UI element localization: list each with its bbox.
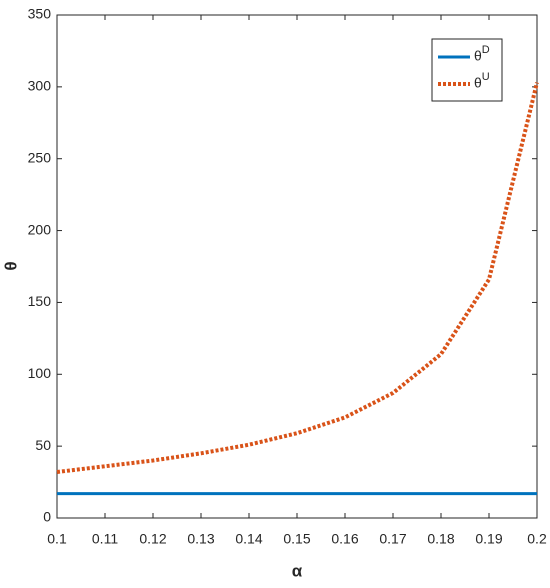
y-tick-label: 150	[28, 293, 52, 309]
x-tick-label: 0.2	[527, 531, 547, 547]
x-tick-label: 0.16	[331, 531, 358, 547]
x-axis-title: α	[292, 561, 303, 580]
y-tick-label: 350	[28, 6, 52, 22]
x-tick-label: 0.14	[235, 531, 262, 547]
x-tick-label: 0.18	[427, 531, 454, 547]
x-tick-label: 0.11	[92, 531, 118, 547]
x-tick-label: 0.13	[187, 531, 214, 547]
y-tick-label: 100	[28, 365, 52, 381]
data-line	[56, 82, 539, 474]
x-tick-label: 0.19	[475, 531, 502, 547]
y-tick-label: 250	[28, 149, 52, 165]
x-tick-label: 0.17	[379, 531, 406, 547]
y-axis-title: θ	[1, 261, 20, 270]
x-tick-label: 0.15	[283, 531, 310, 547]
y-tick-label: 50	[35, 437, 51, 453]
y-tick-label: 200	[28, 221, 52, 237]
x-tick-label: 0.1	[47, 531, 67, 547]
y-tick-label: 0	[43, 509, 51, 525]
y-tick-label: 300	[28, 78, 52, 94]
x-tick-label: 0.12	[139, 531, 166, 547]
legend-box	[431, 38, 503, 102]
